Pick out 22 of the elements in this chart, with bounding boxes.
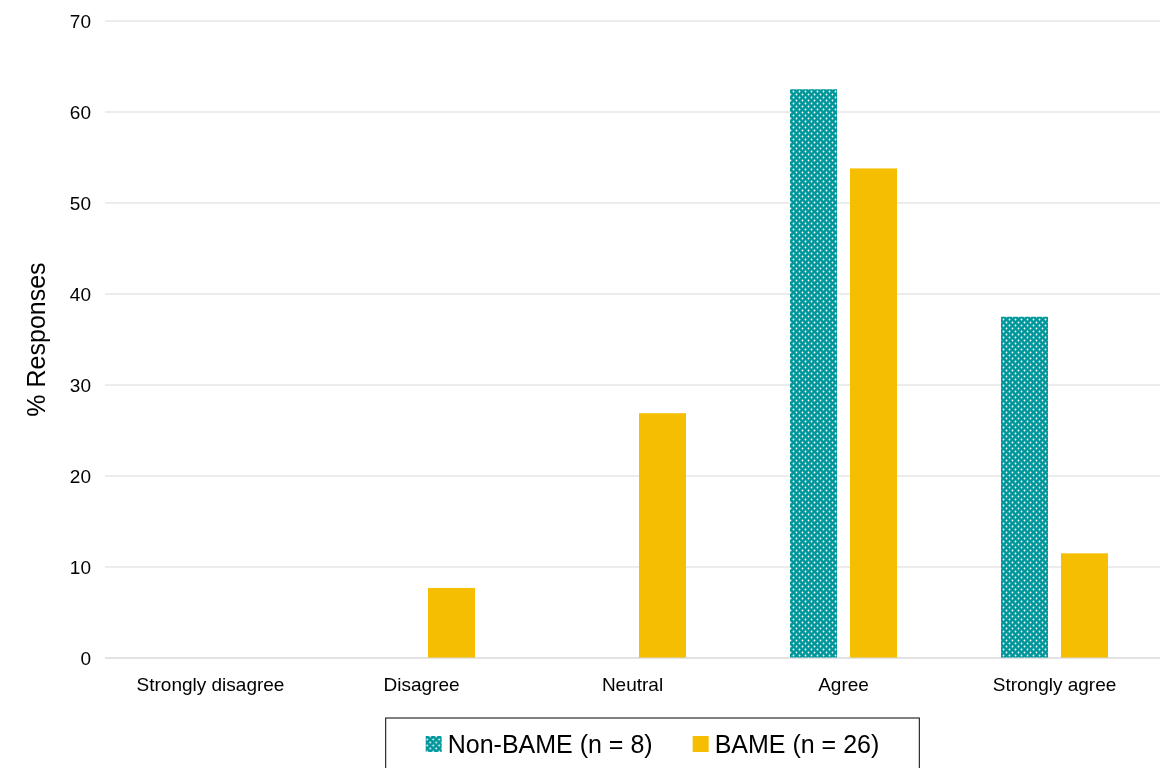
y-tick-label: 60 bbox=[69, 101, 91, 123]
legend-label: Non-BAME (n = 8) bbox=[447, 730, 653, 758]
bar bbox=[1061, 553, 1108, 658]
y-tick-label: 40 bbox=[69, 283, 91, 305]
y-tick-label: 0 bbox=[80, 647, 91, 669]
y-tick-label: 30 bbox=[69, 374, 91, 396]
x-tick-label: Disagree bbox=[383, 674, 460, 696]
x-tick-label: Neutral bbox=[601, 674, 664, 696]
y-axis-title: % Responses bbox=[22, 262, 50, 417]
x-tick-label: Agree bbox=[818, 674, 869, 696]
y-tick-label: 50 bbox=[69, 192, 91, 214]
bar bbox=[1001, 316, 1048, 658]
x-tick-label: Strongly disagree bbox=[136, 674, 285, 696]
x-tick-label: Strongly agree bbox=[992, 674, 1117, 696]
bar bbox=[850, 168, 897, 658]
y-tick-label: 10 bbox=[69, 556, 91, 578]
bar bbox=[790, 89, 837, 658]
bar bbox=[428, 587, 475, 658]
legend-label: BAME (n = 26) bbox=[714, 730, 880, 758]
y-tick-label: 70 bbox=[69, 10, 91, 32]
y-tick-label: 20 bbox=[69, 465, 91, 487]
bar bbox=[639, 413, 686, 658]
